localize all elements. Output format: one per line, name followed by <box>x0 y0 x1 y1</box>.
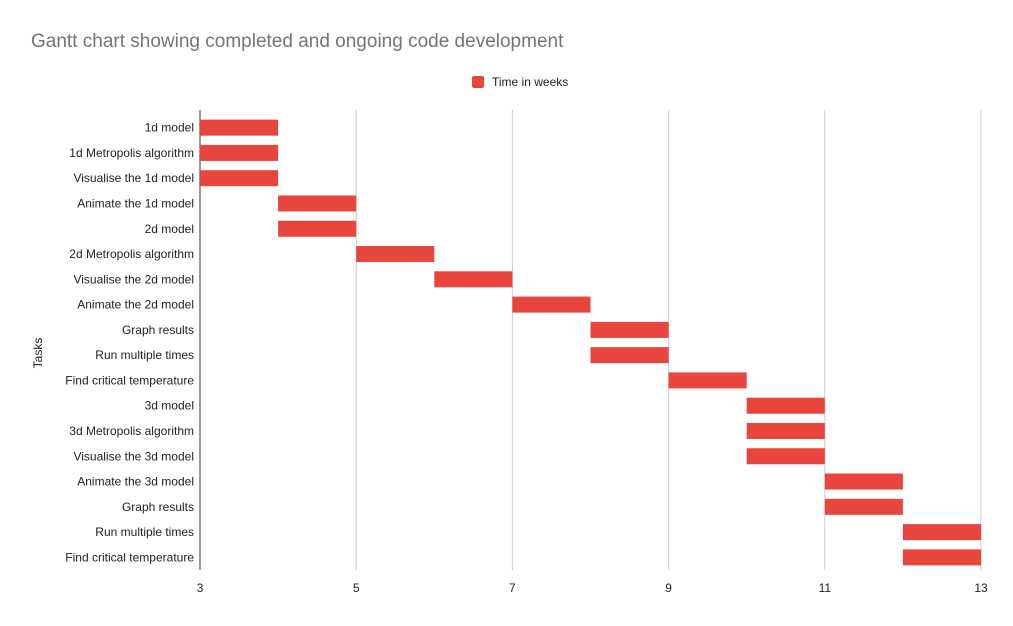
y-tick-label: 1d Metropolis algorithm <box>69 146 194 160</box>
gantt-bar <box>200 170 279 187</box>
gantt-bar <box>200 119 279 136</box>
y-tick-label: Visualise the 3d model <box>73 449 194 463</box>
gantt-bar <box>746 422 825 439</box>
gantt-bar <box>512 296 591 313</box>
grid-layer <box>199 110 982 570</box>
x-tick-label: 9 <box>665 581 672 595</box>
gantt-bar <box>278 195 357 212</box>
gantt-bar <box>356 246 435 263</box>
gantt-bar <box>434 271 513 288</box>
gantt-bar <box>902 549 981 566</box>
label-layer: 3 5 7 9 11 13 1d model 1d Metropolis algorithm V… <box>65 121 988 595</box>
gantt-bar <box>746 448 825 465</box>
y-tick-label: Animate the 3d model <box>77 475 194 489</box>
y-tick-label: 2d Metropolis algorithm <box>69 247 194 261</box>
x-tick-label: 5 <box>353 581 360 595</box>
gantt-bar <box>824 498 903 515</box>
gantt-bar <box>590 347 669 364</box>
y-tick-label: Animate the 2d model <box>77 298 194 312</box>
y-tick-label: 3d Metropolis algorithm <box>69 424 194 438</box>
bar-layer <box>200 119 981 566</box>
y-tick-label: 3d model <box>145 399 194 413</box>
gantt-bar <box>668 372 747 389</box>
x-tick-label: 7 <box>509 581 516 595</box>
y-tick-label: 2d model <box>145 222 194 236</box>
y-tick-label: Run multiple times <box>95 525 194 539</box>
legend: Time in weeks <box>472 75 568 89</box>
legend-label: Time in weeks <box>492 75 569 89</box>
x-tick-label: 3 <box>197 581 204 595</box>
gantt-bar <box>278 220 357 237</box>
x-tick-label: 11 <box>819 581 832 595</box>
y-tick-label: Visualise the 2d model <box>73 272 194 286</box>
gantt-bar <box>824 473 903 490</box>
legend-swatch <box>472 76 484 88</box>
y-tick-label: 1d model <box>145 121 194 135</box>
y-tick-label: Graph results <box>122 500 194 514</box>
y-tick-label: Visualise the 1d model <box>73 171 194 185</box>
gantt-bar <box>200 144 279 161</box>
y-tick-label: Find critical temperature <box>65 550 194 564</box>
y-tick-label: Find critical temperature <box>65 373 194 387</box>
gantt-bar <box>902 524 981 541</box>
y-tick-label: Run multiple times <box>95 348 194 362</box>
y-tick-label: Animate the 1d model <box>77 196 194 210</box>
gantt-bar <box>746 397 825 414</box>
chart-title: Gantt chart showing completed and ongoin… <box>31 31 564 52</box>
y-tick-label: Graph results <box>122 323 194 337</box>
gantt-bar <box>590 321 669 338</box>
y-axis-title: Tasks <box>31 338 45 369</box>
x-tick-label: 13 <box>974 581 988 595</box>
